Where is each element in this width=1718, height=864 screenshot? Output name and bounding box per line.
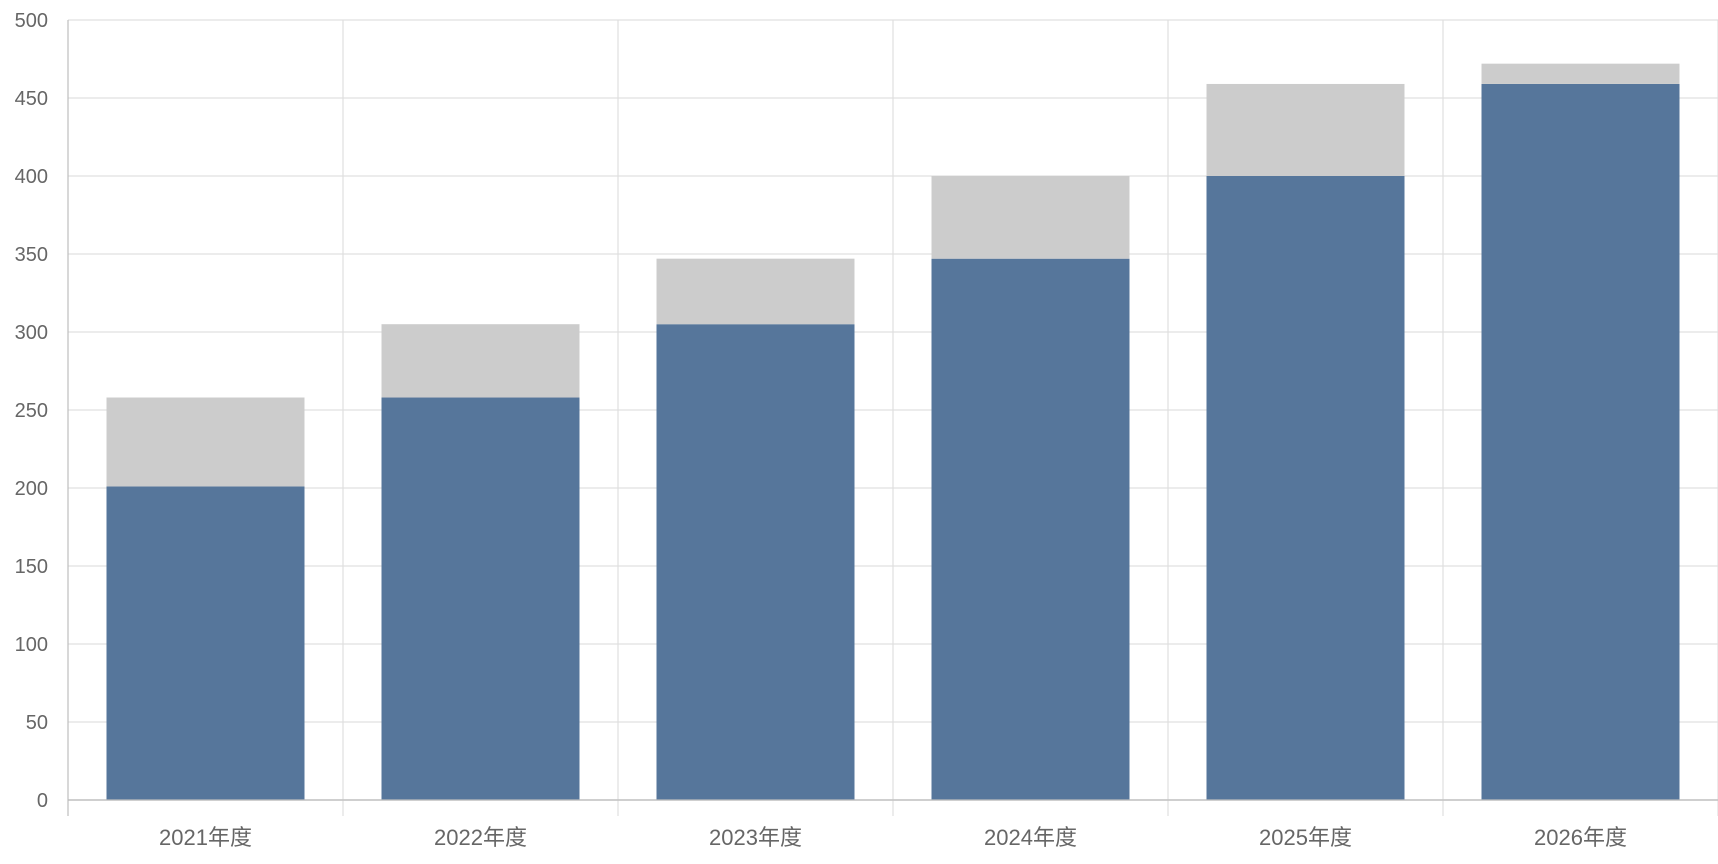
x-tick-label: 2023年度: [709, 825, 802, 850]
bar-layer: [106, 63, 1680, 800]
bar-segment-base: [1206, 176, 1405, 800]
y-tick-label: 250: [15, 400, 48, 422]
bar-segment-base: [656, 324, 855, 800]
bar-segment-base: [931, 258, 1130, 800]
bar-segment-top: [656, 258, 855, 325]
x-tick-label: 2025年度: [1259, 825, 1352, 850]
y-tick-label: 50: [26, 712, 48, 734]
grid-layer: [67, 19, 1718, 816]
x-tick-label: 2024年度: [984, 825, 1077, 850]
x-tick-label: 2021年度: [159, 825, 252, 850]
bar-segment-top: [381, 324, 580, 398]
x-tick-label: 2026年度: [1534, 825, 1627, 850]
bar-segment-top: [1206, 83, 1405, 176]
y-tick-label: 200: [15, 478, 48, 500]
bar-segment-top: [1481, 63, 1680, 84]
y-tick-label: 350: [15, 244, 48, 266]
bar-segment-base: [106, 486, 305, 800]
y-tick-label: 300: [15, 322, 48, 344]
bar-segment-top: [106, 397, 305, 487]
label-layer: 0 50 100 150 200 250 300 350 400 450 500 2021年度 2022…: [15, 10, 1627, 850]
x-tick-label: 2022年度: [434, 825, 527, 850]
bar-segment-base: [1481, 83, 1680, 800]
y-tick-label: 400: [15, 166, 48, 188]
y-tick-label: 0: [37, 790, 48, 812]
y-tick-label: 150: [15, 556, 48, 578]
bar-segment-top: [931, 176, 1130, 259]
y-tick-label: 450: [15, 88, 48, 110]
y-tick-label: 500: [15, 10, 48, 32]
bar-segment-base: [381, 397, 580, 800]
y-tick-label: 100: [15, 634, 48, 656]
